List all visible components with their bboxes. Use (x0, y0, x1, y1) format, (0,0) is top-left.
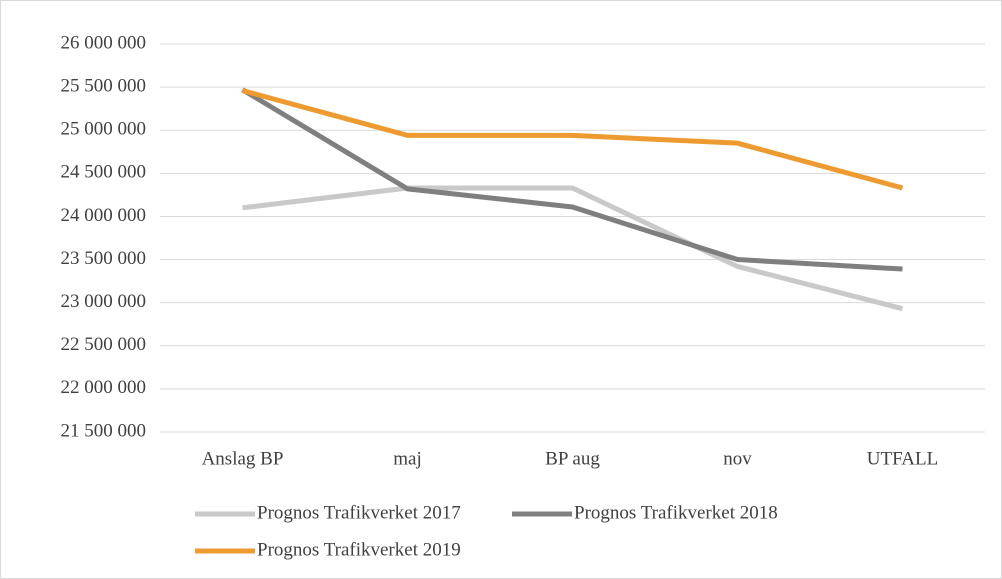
x-tick-label: maj (393, 448, 422, 469)
y-tick-label: 26 000 000 (61, 32, 147, 53)
y-tick-label: 23 500 000 (61, 248, 147, 269)
series-line (242, 185, 904, 312)
legend-label: Prognos Trafikverket 2018 (574, 502, 778, 523)
x-tick-label: UTFALL (867, 448, 938, 469)
x-tick-label: BP aug (545, 448, 600, 469)
y-tick-label: 24 000 000 (61, 205, 147, 226)
y-tick-label: 23 000 000 (61, 291, 147, 312)
x-tick-label: Anslag BP (202, 448, 284, 469)
series-line (241, 87, 903, 272)
y-tick-label: 25 500 000 (61, 75, 147, 96)
y-tick-label: 22 000 000 (61, 377, 147, 398)
y-tick-label: 24 500 000 (61, 162, 147, 183)
legend-label: Prognos Trafikverket 2019 (257, 539, 461, 560)
series-line (241, 88, 904, 191)
x-tick-label: nov (723, 448, 752, 469)
y-tick-label: 22 500 000 (61, 334, 147, 355)
y-tick-label: 21 500 000 (61, 420, 147, 441)
y-tick-label: 25 000 000 (61, 119, 147, 140)
legend-label: Prognos Trafikverket 2017 (257, 502, 461, 523)
